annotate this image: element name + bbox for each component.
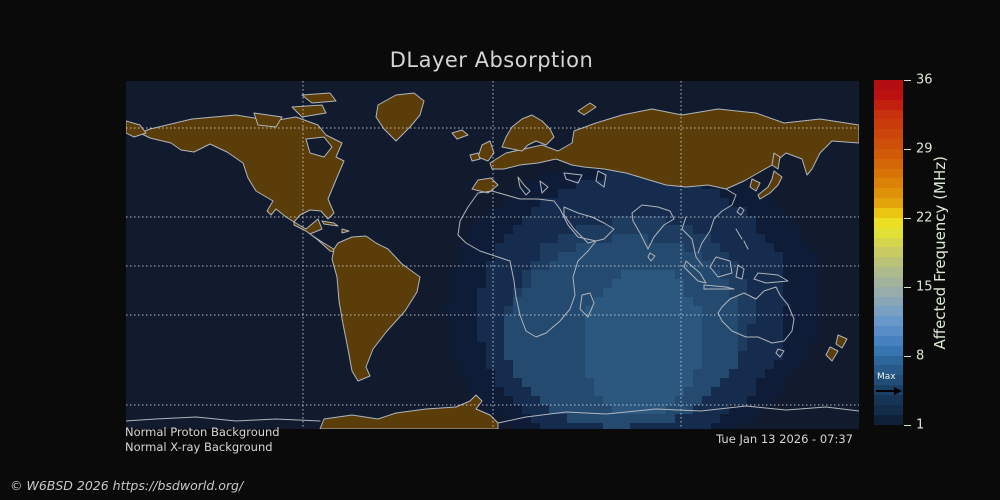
colorbar-step — [874, 198, 903, 208]
page-title: DLayer Absorption — [389, 48, 594, 72]
colorbar-step — [874, 395, 903, 405]
colorbar-step — [874, 345, 903, 356]
colorbar-axis-label: Affected Frequency (MHz) — [931, 155, 949, 350]
colorbar-step — [874, 227, 903, 238]
colorbar-tick-label: 29 — [916, 141, 933, 157]
colorbar-step — [874, 296, 903, 307]
map-canvas — [126, 81, 859, 429]
colorbar-tick-label: 36 — [916, 72, 933, 88]
colorbar-step — [874, 168, 903, 179]
colorbar-tick-mark — [904, 218, 911, 219]
colorbar-step — [874, 119, 903, 130]
colorbar-step — [874, 109, 903, 120]
colorbar-tick-label: 15 — [916, 279, 933, 295]
colorbar-step — [874, 148, 903, 159]
colorbar-step — [874, 404, 903, 415]
colorbar-tick-mark — [904, 356, 911, 357]
colorbar-step — [874, 257, 903, 268]
colorbar-step — [874, 355, 903, 366]
world-map — [126, 81, 859, 429]
colorbar-step — [874, 99, 903, 110]
colorbar-step — [874, 129, 903, 140]
colorbar-step — [874, 375, 903, 386]
colorbar-step — [874, 217, 903, 228]
colorbar-step — [874, 89, 903, 100]
colorbar-step — [874, 237, 903, 248]
frequency-colorbar — [874, 80, 903, 425]
night-side-landmasses — [126, 92, 859, 429]
max-frequency-label: Max — [877, 372, 896, 382]
day-side-coastlines — [126, 170, 859, 424]
colorbar-tick-mark — [904, 425, 911, 426]
colorbar-tick-mark — [904, 80, 911, 81]
colorbar-step — [874, 267, 903, 277]
background-status: Normal Proton Background Normal X-ray Ba… — [125, 425, 280, 455]
colorbar-tick-label: 22 — [916, 210, 933, 226]
colorbar-step — [874, 247, 903, 258]
xray-status-text: Normal X-ray Background — [125, 440, 273, 454]
colorbar-tick-label: 8 — [916, 348, 925, 364]
colorbar-step — [874, 414, 903, 425]
colorbar-step — [874, 178, 903, 189]
colorbar-step — [874, 158, 903, 169]
colorbar-step — [874, 188, 903, 199]
absorption-contours — [441, 153, 819, 429]
colorbar-step — [874, 365, 903, 376]
map-timestamp: Tue Jan 13 2026 - 07:37 — [716, 432, 853, 446]
colorbar-step — [874, 316, 903, 327]
colorbar-step — [874, 139, 903, 149]
colorbar-tick-label: 1 — [916, 417, 925, 433]
copyright-notice: © W6BSD 2026 https://bsdworld.org/ — [10, 478, 244, 493]
colorbar-step — [874, 335, 903, 346]
colorbar-step — [874, 326, 903, 336]
proton-status-text: Normal Proton Background — [125, 425, 280, 439]
colorbar-step — [874, 306, 903, 317]
colorbar-step — [874, 286, 903, 297]
absorption-ring — [585, 270, 702, 414]
max-frequency-arrow-icon — [876, 387, 902, 395]
colorbar-step — [874, 80, 903, 90]
colorbar-tick-mark — [904, 287, 911, 288]
colorbar-step — [874, 207, 903, 218]
colorbar-step — [874, 276, 903, 287]
colorbar-tick-mark — [904, 149, 911, 150]
